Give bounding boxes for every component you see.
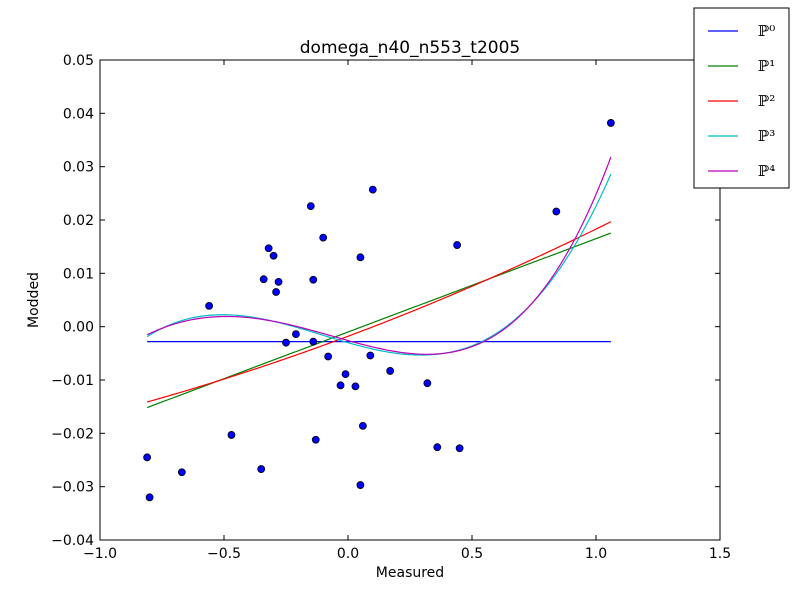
data-point — [264, 244, 273, 253]
x-tick-label: 0.5 — [461, 546, 483, 562]
y-axis-label: Modded — [26, 272, 42, 328]
data-point — [272, 288, 280, 296]
legend-label: ℙ⁴ — [758, 162, 775, 180]
fit-line-4 — [146, 156, 612, 355]
legend: ℙ⁰ ℙ¹ ℙ² ℙ³ ℙ⁴ — [693, 7, 790, 189]
data-point — [356, 253, 365, 262]
y-tick-label: −0.02 — [51, 426, 94, 442]
legend-label: ℙ² — [758, 92, 775, 110]
data-point — [455, 444, 464, 453]
data-point — [366, 351, 375, 360]
y-tick-label: −0.04 — [51, 533, 94, 549]
data-point — [341, 370, 350, 379]
data-point — [552, 207, 561, 216]
data-point — [143, 453, 152, 462]
y-tick-label: 0.05 — [63, 53, 94, 69]
data-point — [309, 275, 318, 284]
x-tick-label: 1.5 — [709, 546, 731, 562]
plot-area — [99, 59, 721, 541]
data-point — [356, 481, 365, 489]
data-point — [606, 119, 615, 127]
x-tick-label: −0.5 — [207, 546, 241, 562]
y-tick-label: 0.00 — [63, 320, 94, 336]
data-points — [143, 119, 615, 502]
y-tick-label: 0.03 — [63, 160, 94, 176]
data-point — [274, 277, 283, 286]
data-point — [292, 330, 300, 339]
data-point — [311, 435, 320, 444]
data-point — [145, 493, 154, 502]
data-point — [177, 468, 186, 477]
data-point — [324, 352, 333, 361]
chart-title: domega_n40_n553_t2005 — [300, 38, 520, 58]
y-tick-label: 0.01 — [63, 266, 94, 282]
data-point — [282, 338, 290, 347]
y-tick-label: 0.04 — [63, 106, 94, 122]
data-point — [257, 465, 266, 473]
fit-line-2 — [146, 221, 612, 403]
data-point — [227, 431, 236, 439]
legend-label: ℙ¹ — [758, 57, 775, 75]
axis-ticks: −1.0 −0.5 0.0 0.5 1.0 1.5 −0.04 −0.03 −0.02 −0.01… — [51, 53, 731, 562]
data-point — [453, 241, 462, 249]
fit-curves — [146, 156, 612, 409]
y-tick-label: −0.03 — [51, 480, 94, 496]
legend-label: ℙ⁰ — [758, 22, 775, 40]
x-tick-label: 0.0 — [337, 546, 359, 562]
data-point — [309, 337, 318, 346]
data-point — [386, 367, 395, 375]
legend-box — [693, 7, 790, 189]
data-point — [336, 381, 345, 390]
data-point — [351, 382, 360, 391]
legend-label: ℙ³ — [758, 127, 775, 145]
data-point — [259, 275, 268, 284]
data-point — [269, 251, 278, 260]
x-axis-label: Measured — [376, 565, 444, 581]
x-tick-label: 1.0 — [585, 546, 607, 562]
data-point — [423, 379, 432, 388]
data-point — [433, 443, 442, 452]
data-point — [368, 185, 377, 194]
data-point — [306, 202, 315, 211]
data-point — [205, 301, 214, 310]
y-tick-label: 0.02 — [63, 213, 94, 229]
y-tick-label: −0.01 — [51, 373, 94, 389]
x-tick-label: −1.0 — [83, 546, 117, 562]
data-point — [358, 421, 367, 430]
data-point — [319, 233, 328, 242]
